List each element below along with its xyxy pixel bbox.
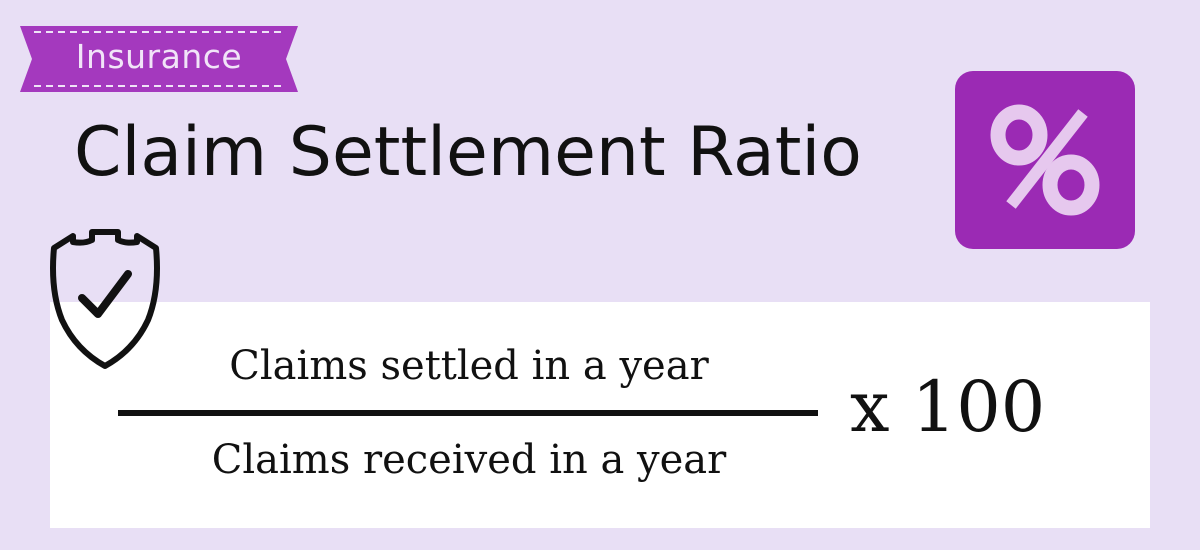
tag-label: Insurance <box>75 37 243 76</box>
category-tag: Insurance <box>20 26 298 92</box>
page-title: Claim Settlement Ratio <box>74 113 862 192</box>
formula-multiplier: x 100 <box>850 366 1046 448</box>
formula-denominator: Claims received in a year <box>211 437 727 483</box>
percent-icon <box>990 104 1100 216</box>
percent-tile <box>955 71 1135 249</box>
shield-check-icon <box>50 229 160 369</box>
formula-numerator: Claims settled in a year <box>229 343 709 389</box>
tag-ribbon-shape <box>20 26 298 92</box>
fraction-bar <box>118 410 818 416</box>
